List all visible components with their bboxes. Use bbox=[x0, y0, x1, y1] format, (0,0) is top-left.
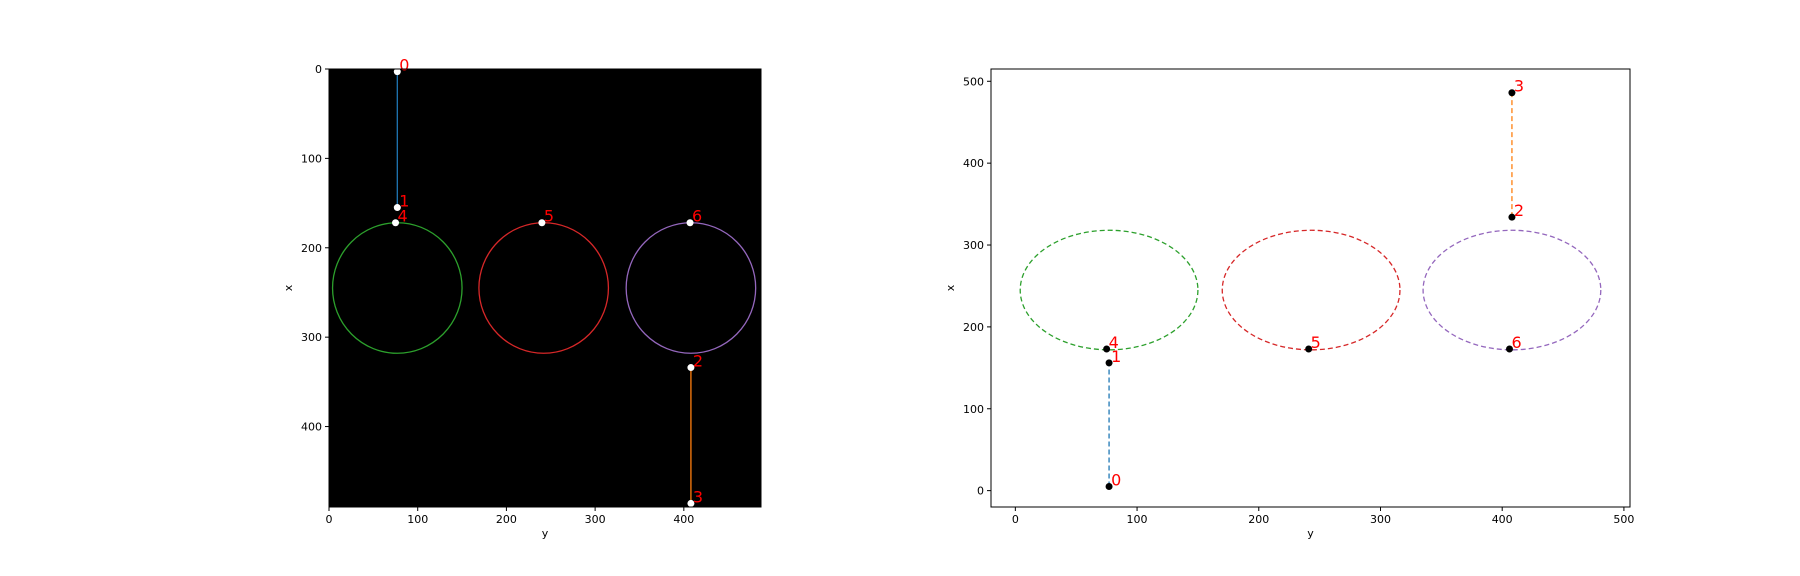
y-tick-label-0: 0 bbox=[977, 485, 984, 498]
y-tick-label-0: 0 bbox=[315, 63, 322, 76]
y-tick-label-500: 500 bbox=[963, 75, 984, 88]
y-tick-label-100: 100 bbox=[963, 403, 984, 416]
x-tick-label-100: 100 bbox=[407, 513, 428, 526]
point-label-2: 2 bbox=[693, 352, 703, 371]
point-0 bbox=[1105, 483, 1113, 491]
point-5 bbox=[1305, 345, 1313, 353]
x-tick-label-300: 300 bbox=[585, 513, 606, 526]
point-label-1: 1 bbox=[399, 192, 409, 211]
x-tick-label-400: 400 bbox=[673, 513, 694, 526]
plot-background bbox=[991, 69, 1630, 507]
x-tick-label-100: 100 bbox=[1127, 513, 1148, 526]
point-label-5: 5 bbox=[1311, 333, 1321, 352]
point-label-3: 3 bbox=[1514, 77, 1524, 96]
point-label-4: 4 bbox=[1109, 333, 1119, 352]
x-tick-label-200: 200 bbox=[496, 513, 517, 526]
x-tick-label-0: 0 bbox=[1012, 513, 1019, 526]
circle-2 bbox=[1422, 229, 1602, 351]
y-tick-label-100: 100 bbox=[301, 152, 322, 165]
point-label-3: 3 bbox=[693, 487, 703, 506]
y-tick-label-300: 300 bbox=[963, 239, 984, 252]
x-tick-label-500: 500 bbox=[1613, 513, 1634, 526]
point-label-1: 1 bbox=[1111, 347, 1121, 366]
point-label-2: 2 bbox=[1514, 201, 1524, 220]
x-tick-label-400: 400 bbox=[1492, 513, 1513, 526]
y-axis-label: x bbox=[282, 284, 295, 291]
axes-frame bbox=[990, 68, 1631, 508]
point-6 bbox=[1506, 345, 1514, 353]
y-axis-label: x bbox=[944, 284, 957, 291]
point-3 bbox=[687, 499, 695, 507]
point-label-6: 6 bbox=[1512, 333, 1522, 352]
y-tick-label-200: 200 bbox=[963, 321, 984, 334]
point-label-4: 4 bbox=[398, 207, 408, 226]
point-5 bbox=[538, 219, 546, 227]
plot-background bbox=[329, 69, 761, 507]
y-tick-label-300: 300 bbox=[301, 331, 322, 344]
point-4 bbox=[1103, 345, 1111, 353]
point-1 bbox=[1105, 359, 1113, 367]
point-label-0: 0 bbox=[399, 56, 409, 75]
y-tick-label-400: 400 bbox=[301, 421, 322, 434]
circle-1 bbox=[1221, 229, 1401, 351]
circle-0 bbox=[1019, 229, 1199, 351]
x-tick-label-200: 200 bbox=[1248, 513, 1269, 526]
axes-frame bbox=[328, 68, 762, 508]
x-axis-label: y bbox=[542, 527, 549, 540]
x-tick-label-300: 300 bbox=[1370, 513, 1391, 526]
point-label-6: 6 bbox=[692, 207, 702, 226]
y-tick-label-200: 200 bbox=[301, 242, 322, 255]
y-tick-label-400: 400 bbox=[963, 157, 984, 170]
point-3 bbox=[1508, 89, 1516, 97]
point-2 bbox=[1508, 213, 1516, 221]
point-label-5: 5 bbox=[544, 207, 554, 226]
x-tick-label-0: 0 bbox=[326, 513, 333, 526]
point-1 bbox=[393, 204, 401, 212]
point-label-0: 0 bbox=[1111, 471, 1121, 490]
point-2 bbox=[687, 364, 695, 372]
left-image-panel: 0 1 2 3 4 5 6 0 100 200 300 400 0 100 200 300 400 y x bbox=[282, 56, 762, 540]
point-4 bbox=[392, 219, 400, 227]
point-6 bbox=[686, 219, 694, 227]
point-0 bbox=[393, 68, 401, 76]
x-axis-label: y bbox=[1307, 527, 1314, 540]
right-scatter-panel: 0 1 2 3 4 5 6 0 100 200 300 400 500 0 100 200 300 400 500 y… bbox=[944, 68, 1634, 540]
